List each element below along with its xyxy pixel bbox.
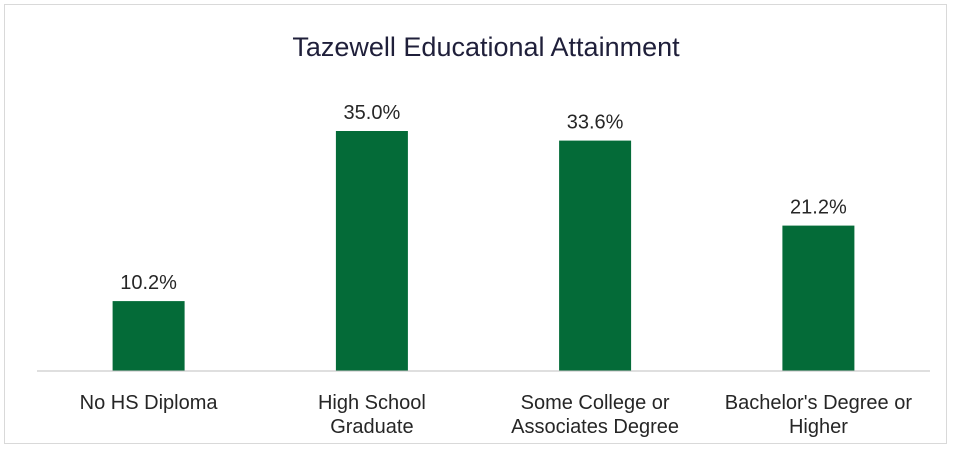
- category-label-line: Bachelor's Degree or: [725, 392, 913, 414]
- bar-2: [335, 131, 408, 371]
- category-label-line: Higher: [789, 416, 848, 438]
- chart-title: Tazewell Educational Attainment: [292, 32, 680, 62]
- category-label-line: Graduate: [330, 416, 413, 438]
- bar-3: [559, 140, 632, 371]
- category-label-line: Associates Degree: [511, 416, 679, 438]
- data-label-4: 21.2%: [790, 197, 847, 219]
- category-label-1: No HS Diploma: [80, 392, 219, 414]
- category-label-line: High School: [318, 392, 426, 414]
- category-label-line: Some College or: [521, 392, 670, 414]
- value-labels-layer: 10.2% 35.0% 33.6% 21.2%: [120, 102, 847, 294]
- data-label-3: 33.6%: [567, 112, 624, 134]
- category-label-3: Some College or Associates Degree: [511, 392, 679, 438]
- category-label-line: No HS Diploma: [80, 392, 219, 414]
- data-label-2: 35.0%: [344, 102, 401, 124]
- data-label-1: 10.2%: [120, 272, 177, 294]
- bar-1: [112, 301, 185, 371]
- bars-layer: [112, 131, 855, 371]
- bar-4: [782, 225, 855, 371]
- category-label-2: High School Graduate: [318, 392, 426, 438]
- category-label-4: Bachelor's Degree or Higher: [725, 392, 913, 438]
- category-labels-layer: No HS Diploma High School Graduate Some Col…: [80, 392, 913, 438]
